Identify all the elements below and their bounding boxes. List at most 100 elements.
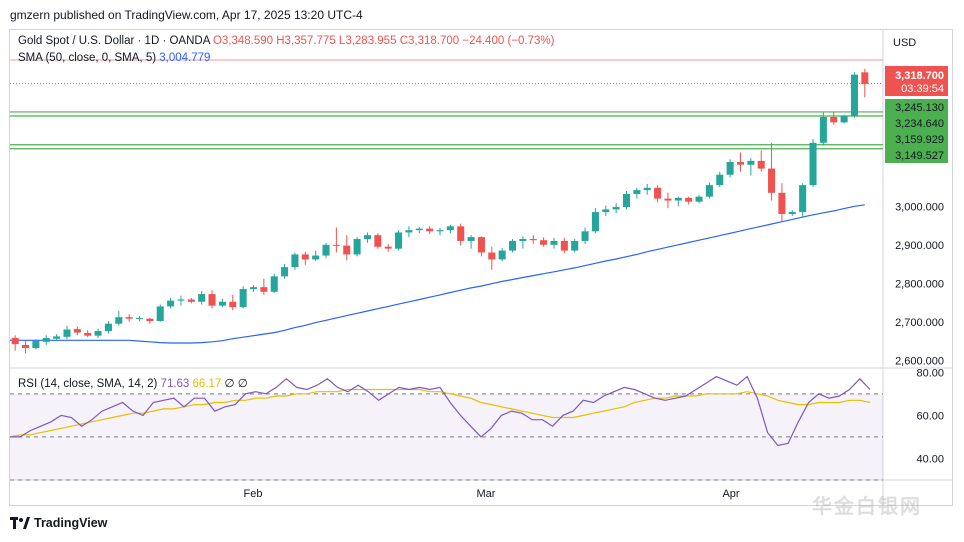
level-tag (885, 147, 948, 163)
price-tick-label: 2,600.000 (895, 355, 944, 367)
candle (809, 142, 817, 186)
candle (135, 317, 144, 319)
candle (322, 244, 330, 256)
rsi-line (10, 375, 871, 447)
candle (591, 212, 599, 232)
candle (560, 240, 568, 251)
candle (540, 240, 548, 245)
candle (736, 162, 745, 165)
candle (73, 329, 81, 333)
candle (22, 344, 30, 348)
candle (198, 294, 206, 302)
low-value: L3,283.955 (338, 35, 397, 47)
level-tag-label: 3,159.929 (895, 134, 944, 146)
candle (229, 301, 237, 308)
rsi-value: 71.63 (160, 378, 190, 390)
candle (622, 193, 631, 208)
candle (716, 174, 724, 186)
candle (602, 209, 610, 213)
candle (685, 197, 693, 202)
chart-frame[interactable] (9, 29, 953, 506)
candle (519, 239, 527, 241)
candle (840, 115, 848, 123)
candle (643, 187, 651, 191)
level-tag-label: 3,149.527 (895, 150, 944, 162)
candle (332, 244, 340, 246)
tradingview-logo-icon (10, 517, 30, 529)
candle (270, 276, 278, 292)
candle (747, 160, 755, 165)
candle (612, 207, 620, 210)
candle (374, 235, 382, 247)
level-tag-label: 3,245.130 (895, 102, 944, 114)
countdown-label: 03:39:54 (901, 83, 944, 95)
candle (11, 337, 19, 345)
candle (260, 287, 268, 292)
candle (384, 246, 392, 249)
candle (146, 318, 154, 322)
candle (581, 231, 589, 241)
candle (84, 332, 92, 336)
footer-brand[interactable]: TradingView (10, 516, 107, 530)
sma-line (10, 204, 865, 344)
candle (509, 240, 517, 251)
candle (167, 300, 175, 307)
candle (819, 116, 827, 143)
high-value: H3,357.775 (276, 35, 336, 47)
candle (850, 74, 858, 116)
candle (799, 185, 807, 213)
rsi-extra-2: ∅ (237, 378, 248, 390)
candle (861, 72, 869, 84)
candle (446, 226, 454, 231)
candle (830, 116, 838, 123)
candle (529, 239, 537, 241)
time-tick-label: Apr (722, 488, 739, 500)
candle (550, 240, 558, 245)
price-legend: Gold Spot / U.S. Dollar · 1D · OANDA O3,… (18, 35, 554, 47)
candle (115, 317, 123, 324)
candle (395, 232, 403, 249)
currency-button[interactable]: USD (893, 37, 917, 49)
candle (695, 196, 703, 202)
candle (63, 329, 71, 337)
candle (415, 228, 423, 231)
last-price-tag (885, 66, 948, 96)
candle (457, 226, 465, 241)
sma-value: 3,004.779 (159, 52, 211, 64)
candle (674, 197, 682, 201)
sma-legend: SMA (50, close, 0, SMA, 5) 3,004.779 (18, 52, 210, 64)
candle (705, 185, 713, 197)
candle (187, 299, 195, 302)
footer-brand-label: TradingView (34, 516, 108, 530)
candle (249, 287, 258, 290)
candle (633, 190, 641, 194)
candle (53, 336, 61, 339)
time-tick-label: Feb (244, 488, 263, 500)
candle (177, 299, 185, 301)
candle (343, 245, 351, 255)
price-tick-label: 2,800.000 (895, 278, 944, 290)
candle (94, 331, 102, 336)
candle (156, 306, 164, 322)
level-tag (885, 99, 948, 115)
candle (788, 212, 796, 214)
sma-label: SMA (50, close, 0, SMA, 5) (18, 52, 157, 64)
time-tick-label: Mar (477, 488, 496, 500)
candle (426, 228, 434, 232)
last-price-label: 3,318.700 (895, 70, 944, 82)
rsi-tick-label: 60.00 (916, 410, 944, 422)
candle (405, 230, 413, 233)
rsi-sma-line (9, 388, 871, 438)
rsi-extra-1: ∅ (224, 378, 235, 390)
candle (477, 237, 485, 253)
candle (571, 240, 579, 251)
close-value: C3,318.700 (399, 35, 460, 47)
candle (467, 237, 475, 241)
candle (757, 160, 765, 169)
candle (104, 323, 112, 332)
candle (208, 294, 216, 306)
candle (239, 289, 247, 308)
rsi-label: RSI (14, close, SMA, 14, 2) (18, 378, 158, 390)
candle (301, 254, 309, 260)
